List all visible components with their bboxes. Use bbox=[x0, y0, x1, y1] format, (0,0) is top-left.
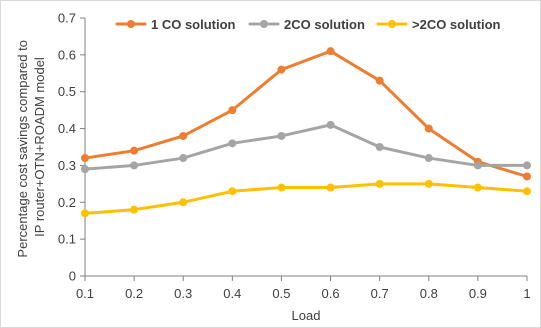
data-point bbox=[473, 161, 482, 170]
x-tick-label: 0.9 bbox=[469, 286, 487, 301]
x-axis-ticks: 0.1 0.2 0.3 0.4 0.5 0.6 0.7 0.8 0.9 1 bbox=[76, 276, 531, 301]
y-tick-label: 0.6 bbox=[58, 47, 76, 62]
legend-marker bbox=[127, 20, 135, 28]
data-point bbox=[277, 183, 286, 192]
data-point bbox=[473, 183, 482, 192]
x-axis-title: Load bbox=[292, 308, 321, 323]
legend-label: >2CO solution bbox=[412, 17, 501, 32]
series-group bbox=[81, 47, 531, 181]
data-point bbox=[130, 146, 139, 155]
data-point bbox=[326, 47, 335, 56]
data-point bbox=[179, 131, 188, 140]
legend-marker bbox=[388, 20, 396, 28]
legend-label: 2CO solution bbox=[284, 17, 365, 32]
series-group bbox=[81, 120, 531, 174]
data-point bbox=[424, 179, 433, 188]
x-tick-label: 0.3 bbox=[174, 286, 192, 301]
data-point bbox=[523, 187, 531, 196]
data-point bbox=[375, 179, 384, 188]
legend: 1 CO solution 2CO solution >2CO solution bbox=[115, 17, 501, 32]
y-tick-label: 0.3 bbox=[58, 158, 76, 173]
y-axis-ticks: 0 0.1 0.2 0.3 0.4 0.5 0.6 0.7 bbox=[58, 11, 85, 284]
legend-label: 1 CO solution bbox=[151, 17, 236, 32]
y-axis-title-line-2: IP router+OTN+ROADM model bbox=[32, 57, 47, 237]
y-tick-label: 0.5 bbox=[58, 84, 76, 99]
data-point bbox=[130, 161, 139, 170]
y-tick-label: 0.4 bbox=[58, 121, 76, 136]
data-point bbox=[424, 124, 433, 133]
y-axis-title-line-1: Percentage cost savings compared to bbox=[15, 40, 30, 258]
x-tick-label: 0.2 bbox=[125, 286, 143, 301]
data-point bbox=[375, 143, 384, 151]
data-point bbox=[179, 154, 188, 163]
data-point bbox=[228, 106, 237, 115]
axes bbox=[84, 18, 527, 277]
y-tick-label: 0.1 bbox=[58, 232, 76, 247]
data-point bbox=[277, 131, 286, 140]
y-axis-title: Percentage cost savings compared to IP r… bbox=[15, 36, 47, 257]
series-group bbox=[81, 179, 531, 218]
data-point bbox=[326, 120, 335, 129]
data-point bbox=[375, 76, 384, 85]
series-layer bbox=[81, 47, 531, 218]
legend-marker bbox=[260, 20, 268, 28]
x-tick-label: 0.4 bbox=[223, 286, 241, 301]
y-tick-label: 0.7 bbox=[58, 11, 76, 26]
data-point bbox=[523, 161, 531, 170]
y-tick-label: 0.2 bbox=[58, 195, 76, 210]
x-tick-label: 0.7 bbox=[371, 286, 389, 301]
series-line bbox=[83, 182, 529, 215]
x-tick-label: 1 bbox=[523, 286, 530, 301]
data-point bbox=[523, 172, 531, 181]
data-point bbox=[179, 198, 188, 207]
data-point bbox=[228, 187, 237, 196]
series-line bbox=[83, 49, 529, 178]
data-point bbox=[81, 165, 89, 174]
x-tick-label: 0.8 bbox=[420, 286, 438, 301]
x-tick-label: 0.5 bbox=[272, 286, 290, 301]
x-tick-label: 0.6 bbox=[322, 286, 340, 301]
series-line bbox=[83, 123, 529, 171]
y-tick-label: 0 bbox=[69, 269, 76, 284]
x-tick-label: 0.1 bbox=[76, 286, 94, 301]
data-point bbox=[424, 154, 433, 163]
data-point bbox=[81, 209, 89, 218]
data-point bbox=[81, 154, 89, 163]
data-point bbox=[277, 65, 286, 74]
data-point bbox=[130, 205, 139, 214]
data-point bbox=[228, 139, 237, 148]
data-point bbox=[326, 183, 335, 192]
